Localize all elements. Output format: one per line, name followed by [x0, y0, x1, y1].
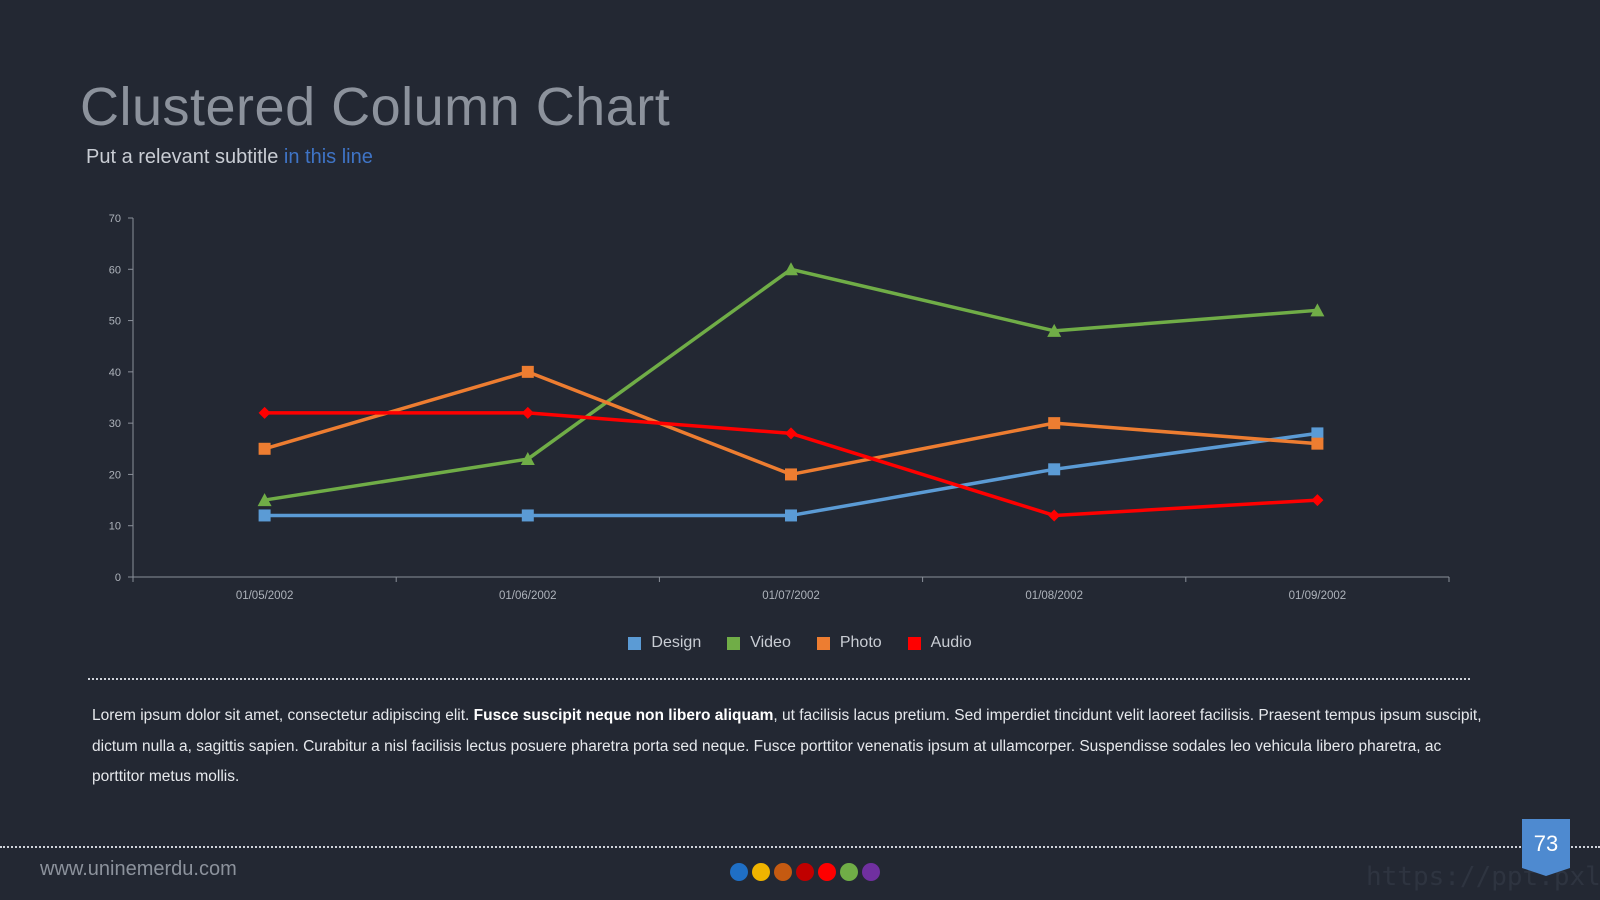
body-text-end: , ut facilisis lacus pretium. Sed imperd… — [92, 707, 1482, 785]
legend-label: Design — [651, 634, 702, 651]
x-tick-label: 01/05/2002 — [236, 590, 294, 602]
x-tick-label: 01/06/2002 — [499, 590, 557, 602]
data-point-audio — [1311, 494, 1324, 507]
body-text-bold: Fusce suscipit neque non libero aliquam — [473, 707, 774, 724]
chart-legend: Design Video Photo Audio — [0, 634, 1600, 652]
legend-label: Photo — [839, 634, 882, 651]
data-point-photo — [258, 442, 271, 455]
color-dot — [730, 863, 748, 881]
data-point-photo — [1311, 437, 1324, 450]
legend-swatch — [628, 636, 642, 650]
data-point-video — [1310, 303, 1325, 317]
y-tick-label: 20 — [109, 469, 121, 481]
x-tick-label: 01/07/2002 — [762, 590, 820, 602]
data-point-audio — [521, 406, 534, 419]
legend-item-audio: Audio — [907, 634, 972, 652]
data-point-audio — [1048, 509, 1061, 522]
y-tick-label: 10 — [109, 521, 121, 533]
x-tick-label: 01/09/2002 — [1289, 590, 1347, 602]
data-point-audio — [785, 427, 797, 440]
series-line-video — [264, 267, 1318, 502]
slide-title: Clustered Column Chart — [80, 77, 671, 137]
y-tick-label: 70 — [109, 213, 121, 225]
y-tick-label: 30 — [109, 418, 121, 430]
data-point-video — [257, 493, 272, 507]
legend-item-photo: Photo — [816, 634, 882, 652]
color-dot — [796, 863, 814, 881]
data-point-audio — [258, 406, 271, 419]
data-point-design — [785, 509, 797, 522]
color-dot — [862, 863, 880, 881]
data-point-video — [784, 262, 798, 276]
page-number-badge: 73 — [1522, 819, 1570, 876]
data-point-photo — [785, 468, 797, 481]
legend-item-video: Video — [727, 634, 791, 652]
line-chart: 0 10 20 30 40 50 60 70 01/05/2002 01/06/2002 01/07… — [109, 213, 1450, 602]
data-point-design — [258, 509, 271, 522]
x-tick-label: 01/08/2002 — [1025, 590, 1083, 602]
subtitle-lead: Put a relevant subtitle — [86, 146, 279, 168]
legend-swatch — [816, 636, 830, 650]
series-line-photo — [264, 370, 1318, 477]
color-dot — [752, 863, 770, 881]
footer-dotted-line — [0, 846, 1600, 848]
subtitle-accent: in this line — [283, 146, 373, 168]
legend-swatch — [727, 636, 741, 650]
body-paragraph: Lorem ipsum dolor sit amet, consectetur … — [92, 701, 1482, 793]
color-dot — [774, 863, 792, 881]
chart-svg: 0 10 20 30 40 50 60 70 01/05/2002 01/06/2002 01/07… — [109, 213, 1450, 602]
color-dots — [730, 863, 880, 881]
dotted-separator — [88, 678, 1470, 680]
y-tick-label: 60 — [109, 264, 121, 276]
data-point-design — [521, 509, 534, 522]
data-point-design — [1048, 463, 1061, 476]
data-point-design — [1311, 427, 1324, 440]
data-point-video — [1047, 323, 1062, 337]
data-point-video — [520, 452, 535, 466]
legend-label: Video — [750, 634, 791, 651]
slide-subtitle: Put a relevant subtitle in this line — [86, 146, 373, 169]
color-dot — [840, 863, 858, 881]
legend-swatch — [907, 636, 921, 650]
legend-item-design: Design — [628, 634, 701, 652]
legend-label: Audio — [930, 634, 972, 651]
footer-url: www.uninemerdu.com — [40, 858, 237, 880]
y-tick-label: 50 — [109, 316, 121, 328]
data-point-photo — [1048, 417, 1061, 430]
color-dot — [818, 863, 836, 881]
y-tick-label: 40 — [109, 367, 121, 379]
y-tick-label: 0 — [115, 572, 121, 584]
body-text-start: Lorem ipsum dolor sit amet, consectetur … — [92, 707, 474, 724]
data-point-photo — [521, 365, 534, 378]
